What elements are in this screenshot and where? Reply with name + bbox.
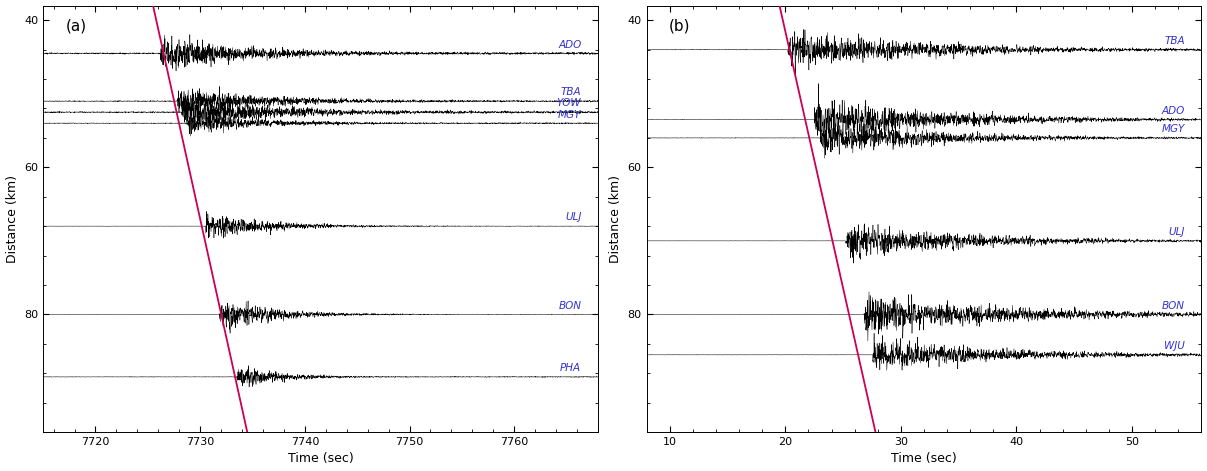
Text: PHA: PHA: [560, 363, 582, 373]
Text: BON: BON: [1162, 300, 1185, 311]
X-axis label: Time (sec): Time (sec): [891, 453, 957, 465]
Text: ULJ: ULJ: [565, 212, 582, 222]
Text: TBA: TBA: [1165, 36, 1185, 46]
Text: WJU: WJU: [1164, 341, 1185, 351]
Text: (b): (b): [669, 18, 690, 33]
Text: ULJ: ULJ: [1168, 227, 1185, 237]
Y-axis label: Distance (km): Distance (km): [6, 175, 18, 263]
Text: MGY: MGY: [558, 110, 582, 120]
Text: BON: BON: [559, 300, 582, 311]
X-axis label: Time (sec): Time (sec): [287, 453, 354, 465]
Text: ADO: ADO: [558, 40, 582, 49]
Y-axis label: Distance (km): Distance (km): [610, 175, 622, 263]
Text: YOW: YOW: [556, 98, 582, 108]
Text: ADO: ADO: [1161, 106, 1185, 116]
Text: TBA: TBA: [561, 88, 582, 97]
Text: (a): (a): [65, 18, 87, 33]
Text: MGY: MGY: [1161, 124, 1185, 134]
